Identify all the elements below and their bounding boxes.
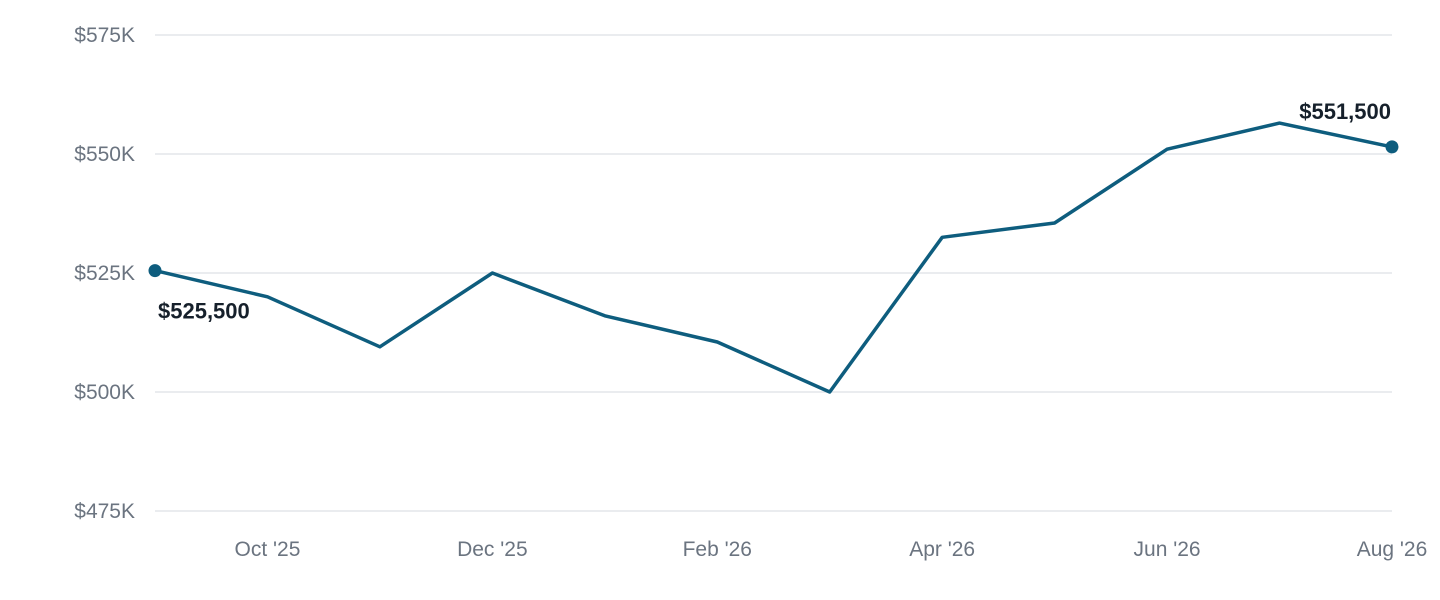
y-tick-label: $575K bbox=[74, 24, 135, 47]
series-line bbox=[153, 121, 1394, 394]
gridlines bbox=[155, 34, 1392, 512]
y-tick-label: $525K bbox=[74, 262, 135, 285]
x-axis-tick-labels: Oct '25 Dec '25 Feb '26 Apr '26 Jun '26 Aug '… bbox=[235, 538, 1428, 561]
x-tick-label: Jun '26 bbox=[1134, 538, 1201, 561]
data-points bbox=[148, 140, 1399, 278]
y-axis-tick-labels: $475K $500K $525K $550K $575K bbox=[74, 24, 135, 523]
x-tick-label: Feb '26 bbox=[683, 538, 752, 561]
start-value-label: $525,500 bbox=[158, 299, 250, 324]
data-point bbox=[148, 264, 162, 278]
data-point bbox=[1385, 140, 1399, 154]
y-tick-label: $550K bbox=[74, 143, 135, 166]
y-tick-label: $475K bbox=[74, 500, 135, 523]
x-tick-label: Apr '26 bbox=[909, 538, 975, 561]
end-value-label: $551,500 bbox=[1299, 99, 1391, 124]
x-tick-label: Dec '25 bbox=[457, 538, 528, 561]
y-tick-label: $500K bbox=[74, 381, 135, 404]
x-tick-label: Oct '25 bbox=[235, 538, 301, 561]
x-tick-label: Aug '26 bbox=[1357, 538, 1428, 561]
